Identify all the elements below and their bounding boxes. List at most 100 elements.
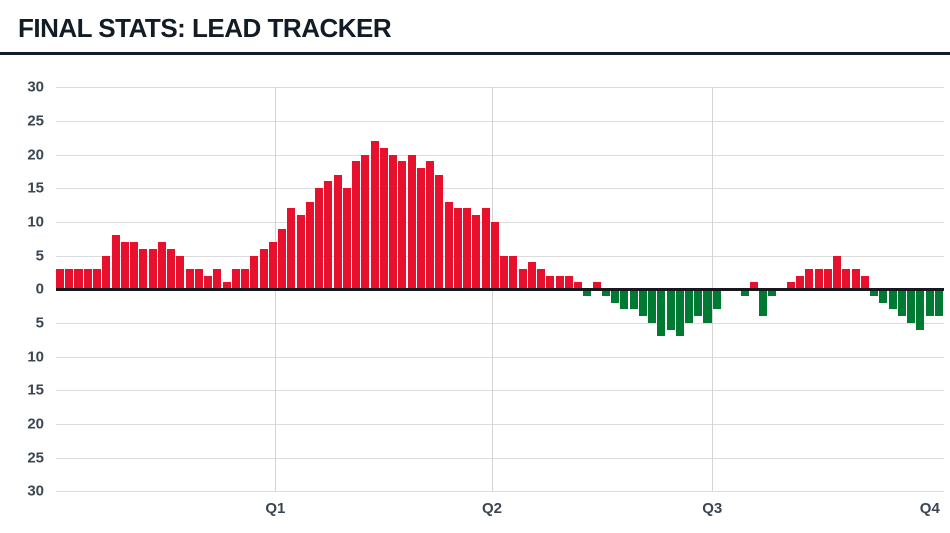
lead-bar-positive bbox=[342, 188, 351, 290]
lead-bar-positive bbox=[222, 282, 231, 290]
lead-bar-negative bbox=[888, 289, 897, 310]
lead-bar-positive bbox=[213, 268, 222, 290]
lead-bar-positive bbox=[65, 268, 74, 290]
lead-bar-positive bbox=[333, 174, 342, 290]
lead-bar-positive bbox=[74, 268, 83, 290]
lead-bar-positive bbox=[555, 275, 564, 290]
lead-bar-positive bbox=[453, 208, 462, 290]
lead-bar-positive bbox=[324, 181, 333, 290]
lead-bar-positive bbox=[250, 255, 259, 290]
x-axis: Q1 Q2 Q3 Q4 bbox=[56, 491, 944, 523]
lead-bar-positive bbox=[426, 161, 435, 290]
lead-bar-positive bbox=[287, 208, 296, 290]
lead-bar-negative bbox=[666, 289, 675, 330]
y-tick-label: 10 bbox=[27, 348, 44, 366]
lead-bar-negative bbox=[685, 289, 694, 323]
lead-bar-negative bbox=[647, 289, 657, 323]
x-tick-label: Q2 bbox=[481, 500, 503, 518]
lead-bar-positive bbox=[851, 268, 860, 290]
lead-bar-negative bbox=[629, 289, 638, 310]
y-tick-label: 5 bbox=[35, 247, 44, 265]
lead-bar-positive bbox=[203, 275, 213, 290]
lead-bar-positive bbox=[527, 262, 536, 290]
lead-bar-negative bbox=[934, 289, 943, 317]
lead-bar-positive bbox=[500, 255, 509, 290]
chart-title: FINAL STATS: LEAD TRACKER bbox=[18, 13, 392, 43]
lead-bar-positive bbox=[546, 275, 555, 290]
lead-bar-positive bbox=[370, 141, 379, 290]
lead-bar-positive bbox=[296, 215, 305, 290]
lead-bar-negative bbox=[759, 289, 768, 317]
lead-bar-positive bbox=[463, 208, 472, 290]
y-tick-label: 15 bbox=[27, 179, 44, 197]
lead-bar-negative bbox=[740, 289, 749, 296]
lead-bar-negative bbox=[897, 289, 906, 317]
lead-bar-positive bbox=[490, 221, 499, 290]
lead-bar-positive bbox=[129, 242, 139, 290]
y-tick-label: 0 bbox=[35, 280, 44, 298]
lead-bar-negative bbox=[620, 289, 629, 310]
grid-line bbox=[56, 356, 944, 358]
y-axis: 30 25 20 15 10 5 0 5 10 15 20 25 30 bbox=[2, 79, 44, 500]
lead-bar-positive bbox=[268, 242, 277, 290]
lead-bar-negative bbox=[879, 289, 888, 303]
lead-bar-positive bbox=[833, 255, 842, 290]
y-tick-label: 25 bbox=[27, 449, 44, 467]
y-tick-label: 5 bbox=[35, 314, 44, 332]
lead-bar-positive bbox=[361, 154, 370, 290]
lead-bar-positive bbox=[860, 275, 869, 290]
lead-bar-negative bbox=[925, 289, 934, 317]
grid-line bbox=[56, 423, 944, 425]
plot-area bbox=[56, 87, 944, 493]
lead-bar-positive bbox=[351, 161, 361, 290]
lead-bar-positive bbox=[796, 275, 805, 290]
lead-bar-negative bbox=[870, 289, 879, 296]
lead-bar-negative bbox=[611, 289, 620, 303]
lead-bar-positive bbox=[194, 268, 203, 290]
y-tick-label: 20 bbox=[27, 415, 44, 433]
lead-bar-negative bbox=[601, 289, 610, 296]
lead-bar-positive bbox=[574, 282, 583, 290]
lead-bar-negative bbox=[657, 289, 666, 337]
zero-baseline bbox=[56, 288, 944, 292]
lead-bar-positive bbox=[537, 268, 546, 290]
lead-bar-positive bbox=[592, 282, 601, 290]
lead-bar-positive bbox=[805, 268, 814, 290]
y-tick-label: 10 bbox=[27, 213, 44, 231]
lead-bar-negative bbox=[694, 289, 703, 317]
grid-line bbox=[56, 188, 944, 190]
y-tick-label: 30 bbox=[27, 78, 44, 96]
lead-bar-positive bbox=[823, 268, 832, 290]
lead-bar-positive bbox=[259, 248, 268, 290]
grid-line bbox=[56, 154, 944, 156]
lead-bar-positive bbox=[481, 208, 490, 290]
lead-bar-negative bbox=[916, 289, 925, 330]
grid-line bbox=[56, 87, 944, 89]
x-tick-label: Q4 bbox=[919, 500, 940, 518]
lead-bar-positive bbox=[389, 154, 398, 290]
lead-bar-negative bbox=[675, 289, 684, 337]
lead-bar-negative bbox=[703, 289, 712, 323]
lead-bar-positive bbox=[472, 215, 481, 290]
y-tick-label: 15 bbox=[27, 381, 44, 399]
lead-bar-negative bbox=[712, 289, 721, 310]
lead-bar-positive bbox=[157, 242, 166, 290]
grid-line bbox=[56, 120, 944, 122]
lead-bar-positive bbox=[56, 268, 65, 290]
lead-bar-positive bbox=[167, 248, 176, 290]
lead-bar-positive bbox=[241, 268, 250, 290]
lead-bar-negative bbox=[768, 289, 777, 296]
lead-tracker-chart: 30 25 20 15 10 5 0 5 10 15 20 25 30 Q1 Q2 Q3 Q4 bbox=[27, 79, 944, 517]
y-tick-label: 25 bbox=[27, 112, 44, 130]
lead-bar-positive bbox=[83, 268, 92, 290]
lead-bar-positive bbox=[231, 268, 240, 290]
lead-bar-positive bbox=[786, 282, 795, 290]
lead-bar-positive bbox=[435, 174, 444, 290]
grid-line bbox=[56, 457, 944, 459]
lead-bar-positive bbox=[120, 242, 129, 290]
lead-bar-positive bbox=[564, 275, 573, 290]
lead-bar-positive bbox=[139, 248, 148, 290]
y-tick-label: 20 bbox=[27, 146, 44, 164]
lead-bar-positive bbox=[509, 255, 518, 290]
lead-bar-positive bbox=[185, 268, 194, 290]
